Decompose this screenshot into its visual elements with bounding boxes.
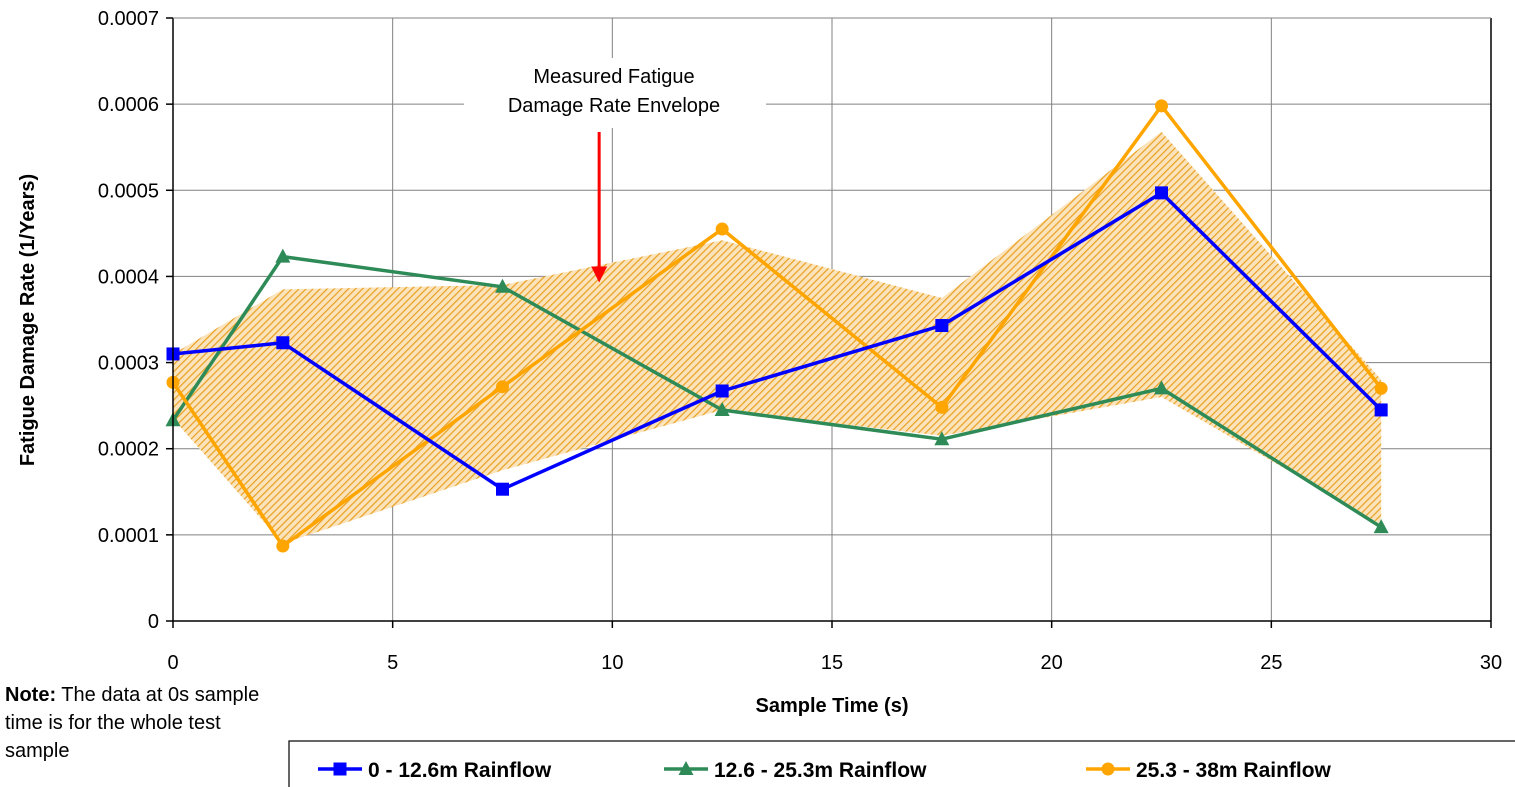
legend: 0 - 12.6m Rainflow 12.6 - 25.3m Rainflow 2… <box>288 740 1515 787</box>
y-tick-label: 0.0002 <box>98 439 159 461</box>
data-point-series-3 <box>276 539 290 553</box>
note-text: The data at 0s sample time is for the wh… <box>5 684 260 762</box>
x-tick-label: 15 <box>821 652 843 674</box>
y-tick-label: 0.0004 <box>98 266 159 288</box>
data-point-series-2 <box>934 431 950 446</box>
legend-box <box>288 740 1515 787</box>
legend-label-3: 25.3 - 38m Rainflow <box>1136 759 1332 782</box>
note: Note: The data at 0s sample time is for … <box>5 681 275 765</box>
x-tick-label: 25 <box>1260 652 1282 674</box>
data-point-series-2 <box>1154 380 1169 395</box>
data-point-series-1 <box>496 482 509 496</box>
axes <box>166 17 1492 628</box>
data-point-series-2 <box>1373 519 1389 534</box>
data-point-series-2 <box>714 401 730 416</box>
legend-marker-1 <box>333 762 347 776</box>
damage-rate-envelope <box>173 131 1382 544</box>
tick-labels: 0 0.0001 0.0002 0.0003 0.0004 0.0005 0.0006 0.0… <box>98 8 1502 674</box>
y-axis-title: Fatigue Damage Rate (1/Years) <box>17 174 39 466</box>
legend-label-1: 0 - 12.6m Rainflow <box>368 759 552 782</box>
arrow-head <box>591 266 608 283</box>
x-tick-label: 5 <box>387 652 398 674</box>
y-tick-label: 0.0006 <box>98 94 159 116</box>
y-tick-label: 0.0001 <box>98 525 159 547</box>
data-point-series-2 <box>275 248 291 263</box>
data-point-series-3 <box>1155 99 1168 113</box>
legend-marker-3 <box>1101 762 1115 776</box>
data-point-series-1 <box>715 384 729 398</box>
annotation-background <box>464 58 766 128</box>
y-tick-label: 0.0003 <box>98 353 159 375</box>
annotation-arrow <box>591 132 608 283</box>
x-tick-label: 10 <box>601 652 623 674</box>
note-label: Note: <box>5 684 57 706</box>
data-point-series-3 <box>715 222 729 236</box>
data-point-series-3 <box>496 380 509 394</box>
data-point-series-3 <box>1374 381 1388 395</box>
x-tick-label: 30 <box>1480 652 1502 674</box>
annotation-line-1: Measured Fatigue <box>533 66 694 88</box>
x-tick-label: 0 <box>167 652 178 674</box>
data-point-series-3 <box>935 400 949 414</box>
data-point-series-1 <box>1374 403 1388 417</box>
data-point-series-1 <box>935 319 949 333</box>
data-point-series-1 <box>1155 186 1168 200</box>
envelope-annotation: Measured Fatigue Damage Rate Envelope <box>464 58 766 283</box>
y-tick-label: 0 <box>148 611 159 633</box>
x-axis-title: Sample Time (s) <box>755 695 908 717</box>
x-tick-label: 20 <box>1041 652 1063 674</box>
y-tick-label: 0.0005 <box>98 180 159 202</box>
y-tick-label: 0.0007 <box>98 8 159 30</box>
data-point-series-2 <box>495 278 510 293</box>
legend-label-2: 12.6 - 25.3m Rainflow <box>714 759 927 782</box>
annotation-line-2: Damage Rate Envelope <box>508 95 720 117</box>
legend-marker-2 <box>678 761 694 775</box>
data-point-series-1 <box>276 336 290 350</box>
